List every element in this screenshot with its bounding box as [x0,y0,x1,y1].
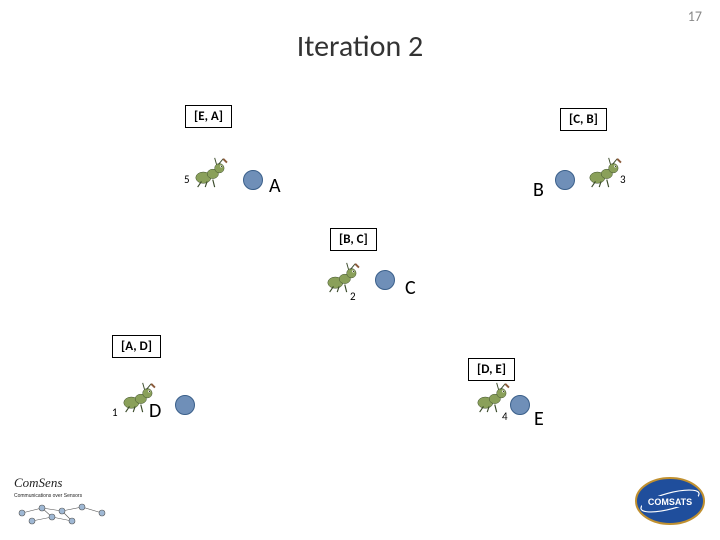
state-box-a: [E, A] [185,105,232,128]
node-c [375,270,395,290]
ant-number-4: 4 [502,410,508,423]
svg-text:ComSens: ComSens [14,475,62,490]
node-e [510,395,530,415]
ant-icon [118,380,156,414]
state-box-b: [C, B] [560,108,607,131]
node-a [243,170,263,190]
page-number: 17 [688,8,702,25]
slide-title: Iteration 2 [0,28,720,65]
ant-icon [190,155,228,189]
node-label-e: E [534,407,544,431]
svg-text:Communications over Sensors: Communications over Sensors [14,493,83,499]
ant-number-1: 1 [112,406,118,419]
node-label-a: A [269,174,281,198]
state-box-d: [A, D] [112,335,161,358]
ant-icon [584,155,622,189]
state-box-c: [B, C] [330,228,377,251]
ant-number-5: 5 [184,173,190,186]
node-label-b: B [533,178,544,202]
state-box-e: [D, E] [468,358,515,381]
node-label-c: C [405,276,416,300]
ant-number-3: 3 [620,173,626,186]
node-b [555,170,575,190]
node-d [175,395,195,415]
ant-number-2: 2 [350,290,356,303]
svg-text:COMSATS: COMSATS [648,497,692,507]
comsats-logo: COMSATS [634,476,706,526]
ant-icon [472,380,510,414]
comsens-logo: ComSens Communications over Sensors [12,473,122,528]
ant-icon [322,260,360,294]
